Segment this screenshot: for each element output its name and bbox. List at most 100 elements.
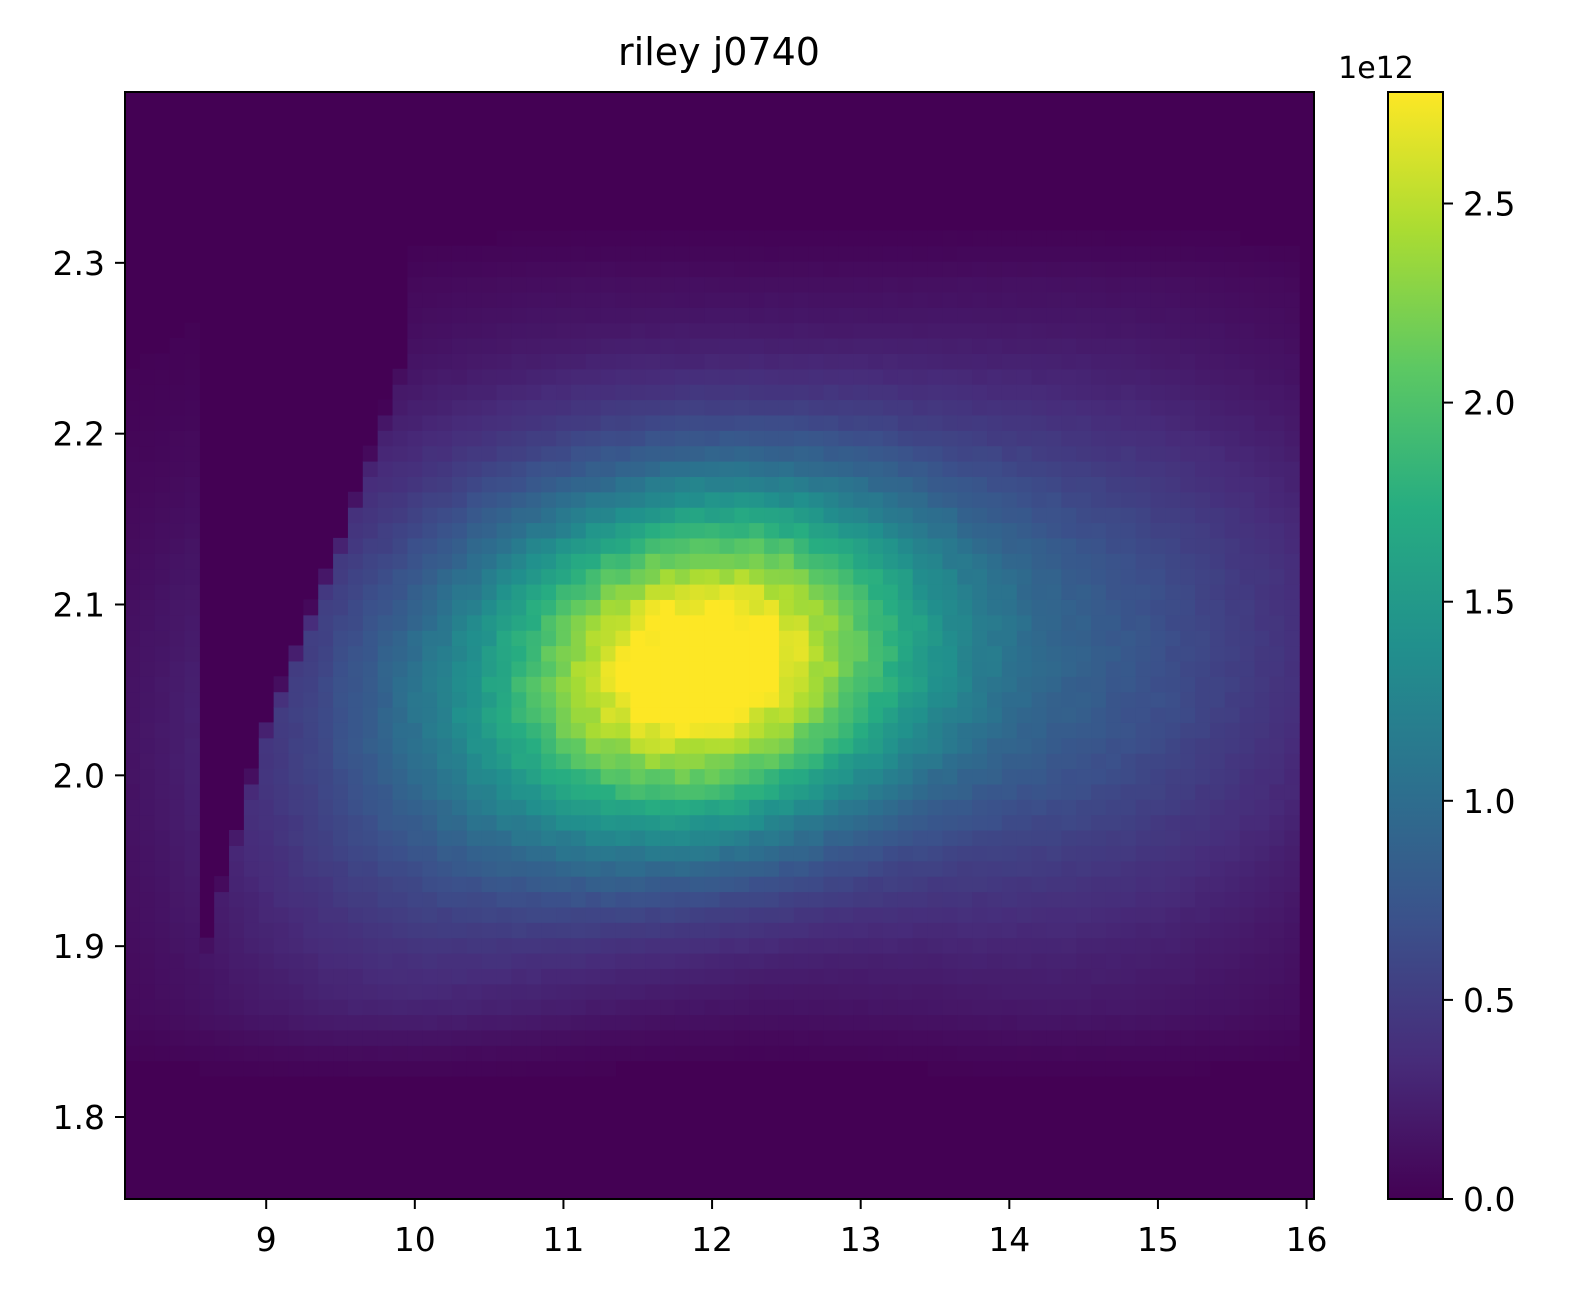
- heatmap-cell: [1284, 722, 1300, 739]
- heatmap-cell: [868, 430, 884, 447]
- heatmap-cell: [942, 737, 958, 754]
- heatmap-cell: [927, 814, 944, 831]
- heatmap-cell: [125, 707, 141, 723]
- heatmap-cell: [169, 860, 186, 877]
- heatmap-cell: [897, 353, 914, 370]
- heatmap-cell: [1269, 1029, 1285, 1046]
- heatmap-cell: [139, 491, 156, 508]
- heatmap-cell: [808, 768, 825, 785]
- heatmap-cell: [496, 291, 513, 308]
- heatmap-cell: [392, 722, 408, 739]
- heatmap-cell: [942, 876, 958, 893]
- heatmap-cell: [347, 968, 364, 985]
- heatmap-cell: [987, 1045, 1003, 1062]
- heatmap-cell: [734, 245, 750, 262]
- heatmap-cell: [556, 553, 572, 570]
- heatmap-cell: [808, 507, 825, 524]
- heatmap-cell: [868, 876, 884, 893]
- heatmap-cell: [808, 799, 825, 816]
- heatmap-cell: [704, 691, 721, 708]
- heatmap-cell: [1195, 461, 1211, 477]
- heatmap-cell: [1120, 891, 1137, 908]
- heatmap-cell: [942, 338, 958, 354]
- heatmap-cell: [541, 799, 557, 816]
- heatmap-cell: [1091, 676, 1107, 693]
- heatmap-cell: [778, 999, 795, 1016]
- heatmap-cell: [392, 753, 408, 770]
- heatmap-cell: [1046, 322, 1062, 339]
- heatmap-cell: [1135, 291, 1152, 308]
- heatmap-cell: [882, 338, 899, 354]
- heatmap-cell: [1016, 553, 1033, 570]
- heatmap-cell: [912, 645, 929, 662]
- heatmap-cell: [139, 860, 156, 877]
- heatmap-cell: [541, 430, 557, 447]
- heatmap-cell: [912, 368, 929, 385]
- heatmap-cell: [1165, 491, 1181, 508]
- heatmap-cell: [422, 307, 438, 324]
- heatmap-cell: [526, 1014, 542, 1031]
- heatmap-cell: [897, 830, 914, 846]
- heatmap-cell: [823, 537, 839, 554]
- heatmap-cell: [942, 922, 958, 939]
- heatmap-cell: [927, 1029, 944, 1046]
- heatmap-cell: [734, 1014, 750, 1031]
- heatmap-cell: [1209, 1045, 1226, 1062]
- heatmap-cell: [1016, 876, 1033, 893]
- heatmap-cell: [303, 830, 319, 846]
- heatmap-cell: [139, 953, 156, 969]
- heatmap-cell: [823, 876, 839, 893]
- heatmap-cell: [957, 707, 973, 723]
- heatmap-cell: [169, 876, 186, 893]
- heatmap-cell: [793, 707, 810, 723]
- heatmap-cell: [1091, 906, 1107, 923]
- heatmap-cell: [377, 799, 394, 816]
- heatmap-cell: [645, 707, 661, 723]
- heatmap-cell: [719, 830, 735, 846]
- heatmap-cell: [303, 691, 319, 708]
- heatmap-cell: [184, 630, 200, 647]
- heatmap-cell: [1209, 999, 1226, 1016]
- heatmap-cell: [645, 384, 661, 401]
- heatmap-cell: [570, 737, 587, 754]
- heatmap-cell: [1284, 338, 1300, 354]
- heatmap-cell: [1284, 522, 1300, 539]
- heatmap-cell: [1239, 645, 1256, 662]
- heatmap-cell: [660, 245, 676, 262]
- heatmap-cell: [1076, 384, 1092, 401]
- heatmap-cell: [897, 768, 914, 785]
- heatmap-cell: [808, 753, 825, 770]
- heatmap-cell: [585, 507, 602, 524]
- heatmap-cell: [1120, 384, 1137, 401]
- heatmap-cell: [407, 737, 423, 754]
- heatmap-cell: [689, 891, 706, 908]
- heatmap-cell: [749, 953, 765, 969]
- heatmap-cell: [169, 830, 186, 846]
- heatmap-cell: [466, 491, 483, 508]
- heatmap-cell: [719, 722, 735, 739]
- heatmap-cell: [481, 860, 498, 877]
- heatmap-cell: [972, 891, 988, 908]
- heatmap-cell: [957, 830, 973, 846]
- heatmap-cell: [808, 368, 825, 385]
- heatmap-cell: [600, 983, 617, 1000]
- heatmap-cell: [466, 384, 483, 401]
- heatmap-cell: [511, 1029, 527, 1046]
- heatmap-cell: [526, 753, 542, 770]
- heatmap-cell: [600, 645, 617, 662]
- heatmap-cell: [169, 722, 186, 739]
- heatmap-cell: [1046, 660, 1062, 677]
- heatmap-cell: [719, 368, 735, 385]
- heatmap-cell: [1016, 630, 1033, 647]
- heatmap-cell: [1076, 568, 1092, 585]
- heatmap-cell: [407, 999, 423, 1016]
- heatmap-cell: [496, 691, 513, 708]
- heatmap-cell: [630, 1029, 646, 1046]
- heatmap-cell: [184, 445, 200, 462]
- heatmap-cell: [719, 922, 735, 939]
- heatmap-cell: [1105, 814, 1122, 831]
- heatmap-cell: [912, 953, 929, 969]
- heatmap-cell: [1284, 414, 1300, 431]
- heatmap-cell: [630, 937, 646, 954]
- heatmap-cell: [1046, 507, 1062, 524]
